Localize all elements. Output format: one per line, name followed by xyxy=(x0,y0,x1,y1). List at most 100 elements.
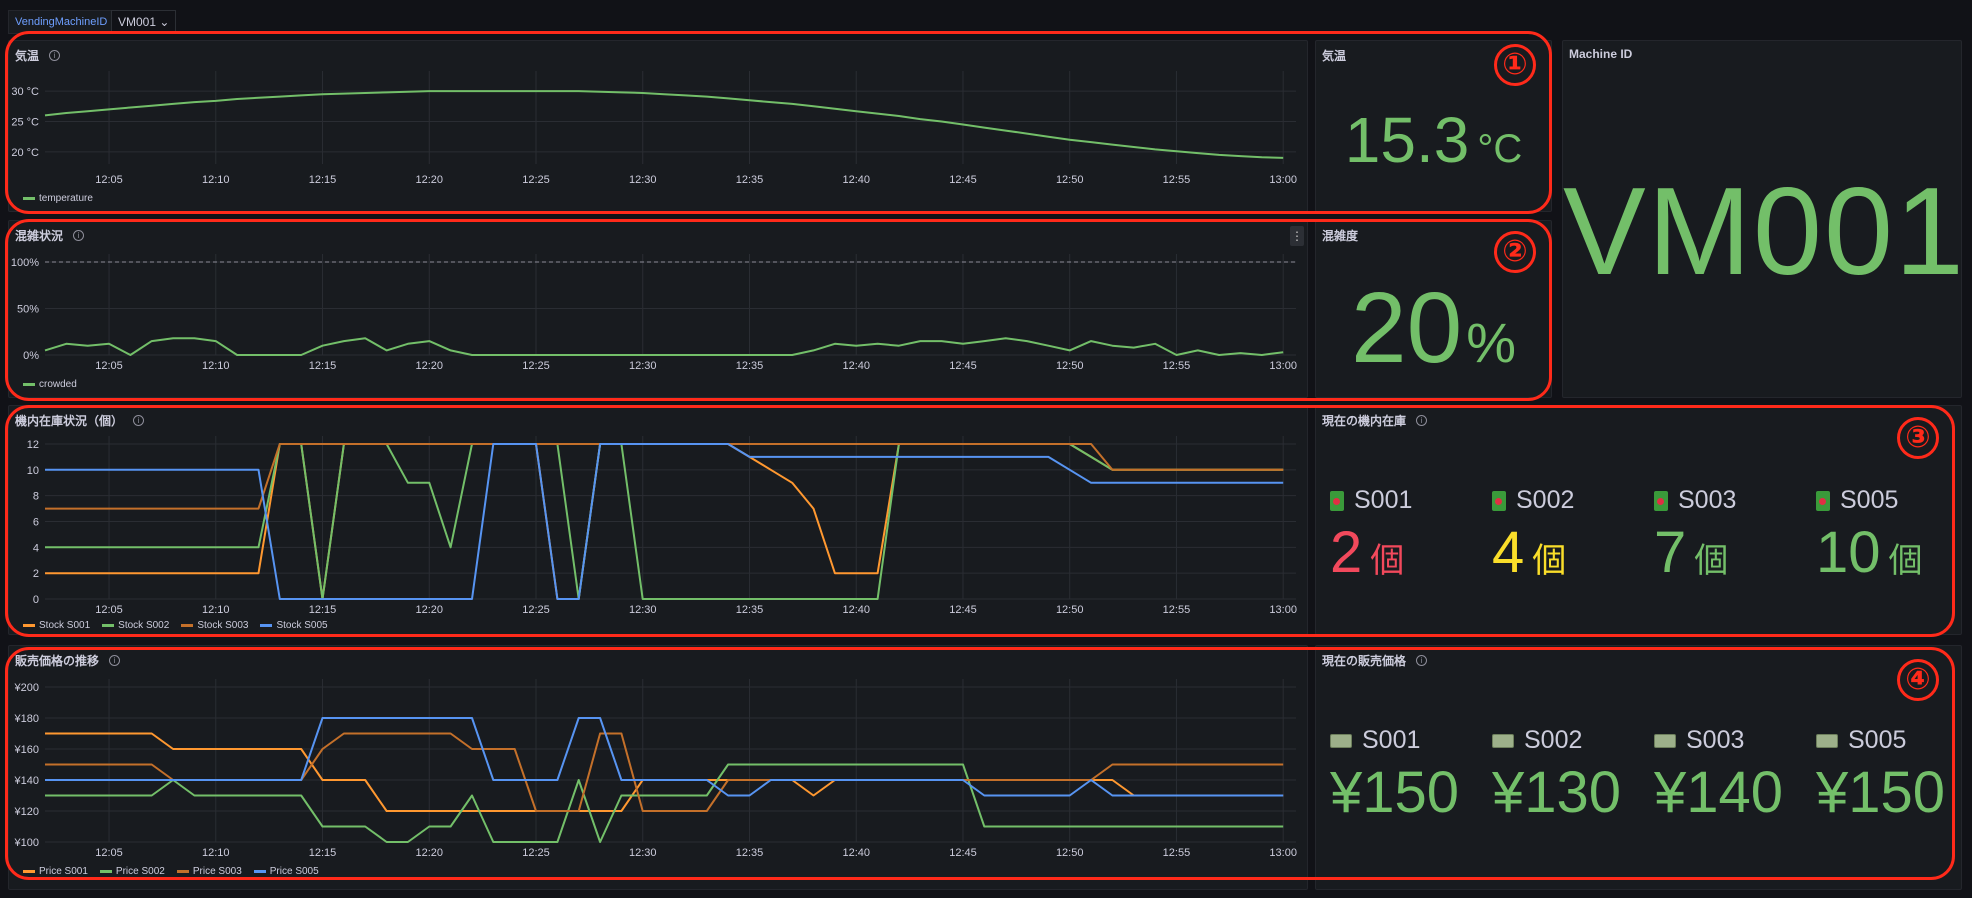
item-unit: 個 xyxy=(1694,542,1729,580)
juice-box-icon xyxy=(1654,490,1668,511)
legend-item[interactable]: Stock S005 xyxy=(260,620,328,631)
info-icon[interactable]: i xyxy=(1416,655,1428,666)
juice-box-icon xyxy=(1492,490,1506,511)
stock-item-s002: S002 4 個 xyxy=(1492,486,1642,586)
series-line-price-s005 xyxy=(45,717,1284,797)
y-tick-label: 50% xyxy=(17,304,39,316)
info-icon[interactable]: i xyxy=(133,415,145,426)
y-tick-label: 0 xyxy=(33,594,39,606)
x-tick-label: 12:45 xyxy=(949,847,977,859)
info-icon[interactable]: i xyxy=(73,230,85,241)
crowd-value: 20% xyxy=(1316,271,1551,386)
item-label: S005 xyxy=(1840,486,1899,514)
stock-stat-panel: 現在の機内在庫 i S001 2 個 S002 4 個 S003 7 個 S005 10 個 xyxy=(1315,405,1962,635)
info-icon[interactable]: i xyxy=(1416,415,1428,426)
banknote-icon xyxy=(1654,733,1676,748)
panel-title: 現在の販売価格 xyxy=(1322,654,1407,668)
x-tick-label: 12:30 xyxy=(629,604,657,616)
panel-title: 混雑状況 xyxy=(15,229,64,243)
chevron-down-icon: ⌄ xyxy=(159,15,170,29)
x-tick-label: 12:15 xyxy=(309,604,337,616)
item-value: ¥130 xyxy=(1492,760,1622,825)
panel-menu-icon[interactable]: ⋮ xyxy=(1290,226,1304,246)
x-tick-label: 12:20 xyxy=(416,174,444,186)
value-unit: °C xyxy=(1477,127,1523,171)
info-icon[interactable]: i xyxy=(109,655,121,666)
x-tick-label: 12:05 xyxy=(95,604,123,616)
y-tick-label: 30 °C xyxy=(11,86,39,98)
item-value: ¥140 xyxy=(1654,760,1784,825)
price-stat-panel: 現在の販売価格 i S001 ¥150 S002 ¥130 S003 ¥140 S005… xyxy=(1315,645,1962,890)
x-tick-label: 12:10 xyxy=(202,847,230,859)
stock-item-s003: S003 7 個 xyxy=(1654,486,1804,586)
item-label: S001 xyxy=(1362,726,1421,754)
legend-label: Stock S001 xyxy=(39,620,91,631)
x-tick-label: 12:35 xyxy=(736,174,764,186)
legend-label: Price S002 xyxy=(115,866,165,877)
x-tick-label: 12:25 xyxy=(522,847,550,859)
legend-item[interactable]: Stock S002 xyxy=(102,620,169,631)
x-tick-label: 12:10 xyxy=(202,604,230,616)
x-tick-label: 12:55 xyxy=(1163,604,1191,616)
item-label: S003 xyxy=(1678,486,1737,514)
legend-item[interactable]: Stock S001 xyxy=(23,620,90,631)
price-item-s005: S005 ¥150 xyxy=(1816,726,1966,826)
x-tick-label: 12:50 xyxy=(1056,847,1084,859)
y-tick-label: 12 xyxy=(27,439,39,451)
x-tick-label: 12:10 xyxy=(202,174,230,186)
x-tick-label: 12:40 xyxy=(842,847,870,859)
item-label: S001 xyxy=(1354,486,1413,514)
panel-title: 気温 xyxy=(15,49,40,63)
variable-label: VendingMachineID xyxy=(8,10,115,34)
price-item-s003: S003 ¥140 xyxy=(1654,726,1804,826)
legend-item[interactable]: Price S001 xyxy=(23,866,88,877)
legend-item[interactable]: Price S005 xyxy=(253,866,319,877)
series-line-stock-s002 xyxy=(45,443,1284,600)
series-line-price-s001 xyxy=(45,732,1284,812)
legend-item[interactable]: temperature xyxy=(23,193,93,204)
legend-label: temperature xyxy=(39,193,93,204)
x-tick-label: 12:50 xyxy=(1056,174,1084,186)
stock-item-s005: S005 10 個 xyxy=(1816,486,1966,586)
x-tick-label: 12:20 xyxy=(416,847,444,859)
price-item-s001: S001 ¥150 xyxy=(1330,726,1480,826)
y-tick-label: 100% xyxy=(11,257,39,269)
x-tick-label: 12:40 xyxy=(842,604,870,616)
y-tick-label: 10 xyxy=(27,465,39,477)
item-value: 7 xyxy=(1654,520,1687,585)
legend-label: Stock S005 xyxy=(276,620,328,631)
info-icon[interactable]: i xyxy=(49,50,61,61)
x-tick-label: 12:35 xyxy=(736,604,764,616)
item-label: S002 xyxy=(1524,726,1583,754)
y-tick-label: 20 °C xyxy=(11,147,39,159)
panel-title: 機内在庫状況（個） xyxy=(15,414,124,428)
temperature-chart-panel: 気温 i temperature xyxy=(8,40,1308,212)
series-line-temperature xyxy=(44,90,1284,159)
legend-item[interactable]: Stock S003 xyxy=(181,620,248,631)
x-tick-label: 12:55 xyxy=(1163,174,1191,186)
x-tick-label: 12:55 xyxy=(1163,847,1191,859)
x-tick-label: 12:15 xyxy=(309,847,337,859)
banknote-icon xyxy=(1330,733,1352,748)
value-unit: % xyxy=(1466,311,1517,374)
series-line-price-s002 xyxy=(45,763,1284,843)
x-tick-label: 12:50 xyxy=(1056,360,1084,372)
item-value: 10 xyxy=(1816,520,1881,585)
legend-item[interactable]: Price S003 xyxy=(176,866,242,877)
item-value: 2 xyxy=(1330,520,1363,585)
x-tick-label: 12:05 xyxy=(95,360,123,372)
x-tick-label: 13:00 xyxy=(1269,604,1297,616)
legend-item[interactable]: crowded xyxy=(23,379,77,390)
legend-item[interactable]: Price S002 xyxy=(99,866,165,877)
chart-legend: crowded xyxy=(23,379,77,390)
x-tick-label: 12:45 xyxy=(949,604,977,616)
x-tick-label: 12:30 xyxy=(629,360,657,372)
legend-label: Stock S003 xyxy=(197,620,249,631)
x-tick-label: 12:10 xyxy=(202,360,230,372)
y-tick-label: 6 xyxy=(33,517,39,529)
x-tick-label: 12:15 xyxy=(309,360,337,372)
series-line-crowded xyxy=(44,337,1284,356)
x-tick-label: 12:40 xyxy=(842,360,870,372)
item-label: S005 xyxy=(1848,726,1907,754)
